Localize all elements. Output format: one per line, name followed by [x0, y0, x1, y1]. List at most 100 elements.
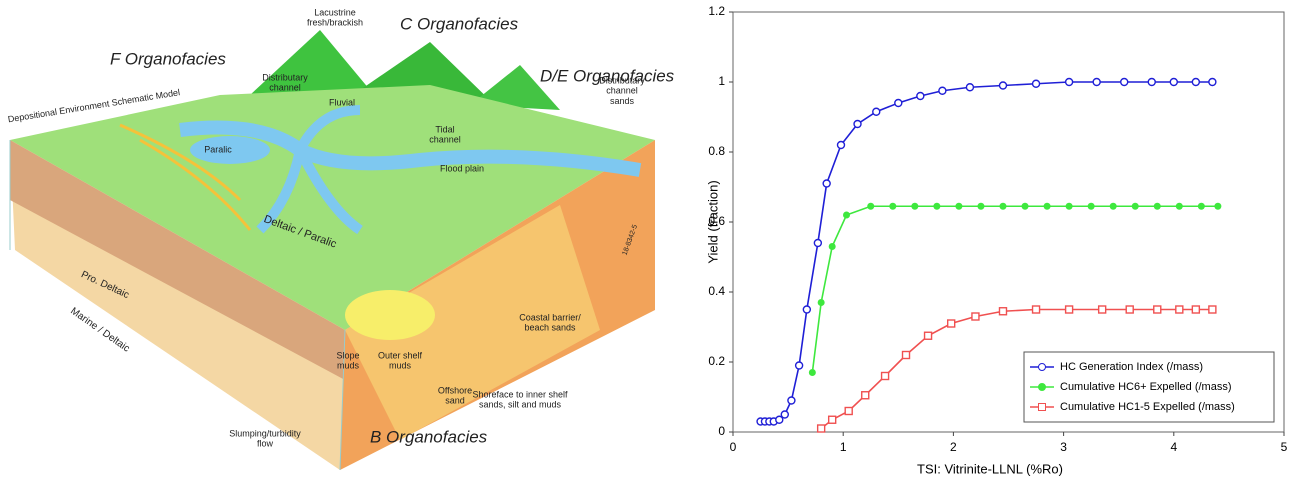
diagram-label: Distributary — [599, 75, 645, 85]
diagram-label: Offshore — [438, 385, 472, 395]
point — [933, 203, 940, 210]
point — [781, 411, 788, 418]
legend-marker — [1039, 364, 1046, 371]
legend-label: Cumulative HC1-5 Expelled (/mass) — [1060, 401, 1235, 413]
legend-label: HC Generation Index (/mass) — [1060, 361, 1203, 373]
point — [818, 299, 825, 306]
point — [854, 121, 861, 128]
point — [1099, 306, 1106, 313]
diagram-label: Lacustrine — [314, 7, 356, 17]
diagram-label: B Organofacies — [370, 427, 488, 446]
x-tick-label: 0 — [730, 440, 737, 454]
point — [903, 352, 910, 359]
point — [862, 392, 869, 399]
point — [889, 203, 896, 210]
point — [1209, 306, 1216, 313]
point — [1022, 203, 1029, 210]
diagram-label: Coastal barrier/ — [519, 312, 581, 322]
point — [803, 306, 810, 313]
diagram-label: muds — [337, 361, 360, 371]
point — [1110, 203, 1117, 210]
x-tick-label: 2 — [950, 440, 957, 454]
point — [1126, 306, 1133, 313]
point — [788, 397, 795, 404]
point — [837, 142, 844, 149]
point — [948, 320, 955, 327]
diagram-label: sands — [610, 96, 635, 106]
x-tick-label: 3 — [1060, 440, 1067, 454]
legend-marker — [1039, 404, 1046, 411]
diagram-label: sand — [445, 396, 465, 406]
diagram-label: Slope — [336, 350, 359, 360]
point — [925, 332, 932, 339]
point — [955, 203, 962, 210]
legend-marker — [1039, 384, 1046, 391]
point — [796, 362, 803, 369]
point — [809, 369, 816, 376]
y-tick-label: 0.8 — [708, 144, 725, 158]
diagram-label: F Organofacies — [110, 49, 226, 68]
point — [1154, 203, 1161, 210]
point — [1209, 79, 1216, 86]
diagram-label: channel — [269, 83, 301, 93]
point — [1088, 203, 1095, 210]
diagram-label: Flood plain — [440, 163, 484, 173]
page: F OrganofaciesC OrganofaciesD/E Organofa… — [0, 0, 1292, 481]
point — [1148, 79, 1155, 86]
point — [1066, 203, 1073, 210]
diagram-label: C Organofacies — [400, 14, 519, 33]
y-tick-label: 0.2 — [708, 354, 725, 368]
y-tick-label: 0.6 — [708, 214, 725, 228]
point — [1121, 79, 1128, 86]
point — [999, 82, 1006, 89]
diagram-label: Distributary — [262, 72, 308, 82]
point — [1198, 203, 1205, 210]
point — [999, 308, 1006, 315]
point — [1044, 203, 1051, 210]
point — [895, 100, 902, 107]
point — [1176, 306, 1183, 313]
legend-label: Cumulative HC6+ Expelled (/mass) — [1060, 381, 1231, 393]
point — [818, 425, 825, 432]
point — [1033, 306, 1040, 313]
point — [1192, 79, 1199, 86]
y-tick-label: 1 — [718, 74, 725, 88]
point — [911, 203, 918, 210]
point — [1033, 80, 1040, 87]
point — [873, 108, 880, 115]
diagram-label: Shoreface to inner shelf — [472, 389, 568, 399]
diagram-label: beach sands — [524, 323, 576, 333]
diagram-label: Fluvial — [329, 97, 355, 107]
chart: TSI: Vitrinite-LLNL (%Ro) Yield (fractio… — [700, 0, 1292, 481]
point — [882, 373, 889, 380]
y-tick-label: 1.2 — [708, 4, 725, 18]
point — [1192, 306, 1199, 313]
diagram-label: muds — [389, 361, 412, 371]
point — [939, 87, 946, 94]
point — [843, 212, 850, 219]
x-tick-label: 1 — [840, 440, 847, 454]
diagram-label: Tidal — [435, 124, 454, 134]
point — [829, 416, 836, 423]
diagram-label: channel — [606, 86, 638, 96]
point — [1154, 306, 1161, 313]
mountain — [250, 30, 370, 95]
point — [1093, 79, 1100, 86]
point — [972, 313, 979, 320]
point — [1176, 203, 1183, 210]
x-axis-title: TSI: Vitrinite-LLNL (%Ro) — [917, 461, 1063, 476]
point — [823, 180, 830, 187]
point — [1132, 203, 1139, 210]
diagram-label: flow — [257, 439, 274, 449]
diagram-label: channel — [429, 135, 461, 145]
offshore-sand — [345, 290, 435, 340]
diagram-label: Paralic — [204, 144, 232, 154]
diagram-label: sands, silt and muds — [479, 400, 562, 410]
point — [966, 84, 973, 91]
point — [845, 408, 852, 415]
point — [1066, 79, 1073, 86]
y-tick-label: 0 — [718, 424, 725, 438]
y-tick-label: 0.4 — [708, 284, 725, 298]
point — [829, 243, 836, 250]
